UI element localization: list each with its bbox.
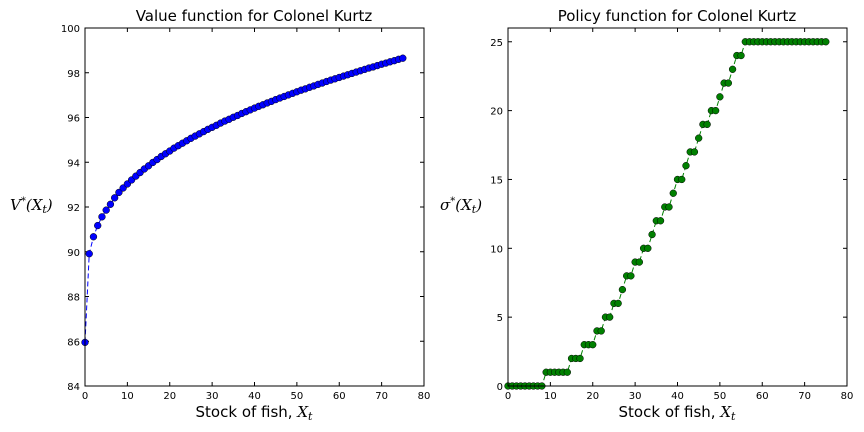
value-function-data-point xyxy=(106,200,115,208)
value-function-data-point xyxy=(115,188,123,197)
policy-function-xtick-label: 50 xyxy=(714,391,727,402)
policy-function-data-point xyxy=(682,162,690,170)
value-function-xtick-label: 10 xyxy=(121,391,134,402)
policy-function-ytick-label: 25 xyxy=(490,38,503,49)
policy-function-xlabel: Stock of fish, Xt xyxy=(619,403,737,423)
policy-function-data-point xyxy=(627,272,635,280)
policy-function-ytick-label: 15 xyxy=(490,175,503,186)
policy-function-data-point xyxy=(728,65,737,73)
value-function-ylabel: V*(Xt) xyxy=(10,196,53,216)
policy-function-data-point xyxy=(644,244,652,252)
value-function-data-point xyxy=(98,213,106,221)
value-function-data-point xyxy=(85,250,93,258)
policy-function-data-point xyxy=(690,148,699,156)
value-function-data-point xyxy=(89,233,98,241)
policy-function-data-point xyxy=(695,134,703,142)
value-function-xtick-label: 40 xyxy=(248,391,261,402)
policy-function-xtick-label: 60 xyxy=(756,391,769,402)
policy-function-data-point xyxy=(822,38,830,46)
value-function-data-point xyxy=(111,194,119,202)
value-function-xtick-label: 20 xyxy=(163,391,176,402)
policy-function-title: Policy function for Colonel Kurtz xyxy=(558,7,797,25)
policy-function-data-point xyxy=(597,327,605,335)
value-function-xtick-label: 0 xyxy=(82,391,88,402)
policy-function-data-point xyxy=(656,217,665,225)
value-function-ytick-label: 98 xyxy=(67,69,80,80)
policy-function-xtick-label: 70 xyxy=(798,391,811,402)
policy-function-ytick-label: 0 xyxy=(497,382,503,393)
value-function-ytick-label: 90 xyxy=(67,248,80,259)
policy-function-data-point xyxy=(711,106,720,115)
policy-function-ytick-label: 20 xyxy=(490,107,503,118)
policy-function-data-point xyxy=(563,368,571,376)
policy-function-data-point xyxy=(724,79,732,87)
policy-function-plot-frame xyxy=(507,27,848,387)
policy-function-data-point xyxy=(635,258,644,266)
value-function-plot-frame xyxy=(84,27,425,387)
policy-function-panel: Policy function for Colonel Kurtz 0 10 20 3… xyxy=(440,7,853,423)
policy-function-xtick-label: 40 xyxy=(671,391,684,402)
value-function-title: Value function for Colonel Kurtz xyxy=(136,7,373,25)
value-function-ytick-label: 86 xyxy=(67,337,80,348)
value-function-panel: Value function for Colonel Kurtz 0 10 20 30… xyxy=(10,7,430,423)
policy-function-data-point xyxy=(737,51,745,60)
policy-function-data-point xyxy=(606,313,614,321)
policy-function-data-point xyxy=(589,341,597,349)
policy-function-data-point xyxy=(703,120,711,129)
policy-function-series-line xyxy=(508,41,826,387)
policy-function-xtick-label: 80 xyxy=(841,391,854,402)
value-function-ytick-label: 96 xyxy=(67,114,80,125)
value-function-xlabel: Stock of fish, Xt xyxy=(196,403,314,423)
value-function-xtick-label: 70 xyxy=(375,391,388,402)
value-function-series-line xyxy=(84,57,403,343)
policy-function-ylabel: σ*(Xt) xyxy=(440,196,482,216)
policy-function-data-point xyxy=(669,189,677,197)
value-function-xtick-label: 30 xyxy=(206,391,219,402)
policy-function-data-point xyxy=(614,299,622,308)
value-function-data-point xyxy=(102,206,110,214)
policy-function-data-point xyxy=(678,175,686,184)
value-function-ytick-label: 88 xyxy=(67,293,80,304)
policy-function-data-point xyxy=(648,230,656,239)
policy-function-xtick-label: 20 xyxy=(586,391,599,402)
value-function-data-point xyxy=(94,221,102,230)
value-function-data-point xyxy=(399,54,407,62)
value-function-xtick-label: 60 xyxy=(333,391,346,402)
policy-function-ytick-label: 10 xyxy=(490,244,503,255)
policy-function-data-point xyxy=(576,354,584,363)
policy-function-ytick-label: 5 xyxy=(497,313,503,324)
value-function-xtick-label: 80 xyxy=(418,391,431,402)
policy-function-data-point xyxy=(665,203,673,211)
value-function-xtick-label: 50 xyxy=(291,391,304,402)
value-function-ytick-label: 94 xyxy=(67,158,80,169)
policy-function-data-point xyxy=(618,285,627,294)
value-function-ytick-label: 92 xyxy=(67,203,80,214)
policy-function-xtick-label: 0 xyxy=(505,391,511,402)
value-function-ytick-label: 84 xyxy=(67,382,80,393)
policy-function-data-point xyxy=(716,93,724,101)
policy-function-xtick-label: 10 xyxy=(544,391,557,402)
policy-function-xtick-label: 30 xyxy=(629,391,642,402)
value-function-ytick-label: 100 xyxy=(61,24,80,35)
